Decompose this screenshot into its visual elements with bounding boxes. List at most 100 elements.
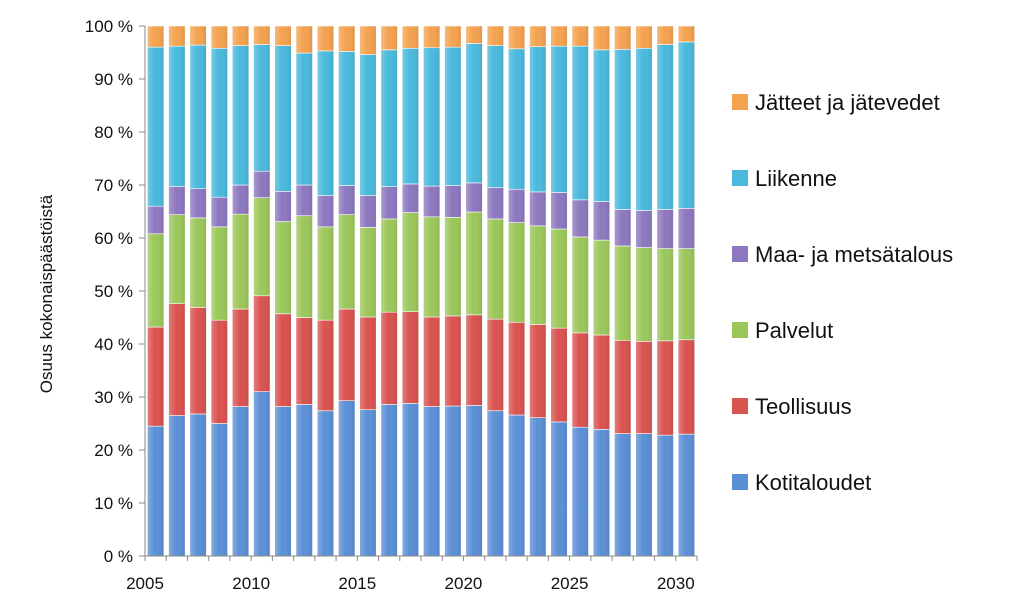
bar-teollisuus-2011 (274, 313, 292, 407)
bar-maa-ja-metsatalous-2006 (168, 186, 186, 215)
bar-palvelut-2025 (571, 236, 589, 334)
bar-palvelut-2015 (359, 227, 377, 318)
x-tick-label: 2010 (232, 574, 270, 593)
bar-kotitaloudet-2027 (614, 433, 632, 557)
y-tick-label: 20 % (94, 441, 133, 460)
bar-liikenne-2010 (253, 44, 271, 172)
bar-maa-ja-metsatalous-2014 (338, 185, 356, 215)
bar-kotitaloudet-2022 (507, 414, 526, 557)
bar-palvelut-2029 (656, 248, 674, 342)
bar-kotitaloudet-2012 (295, 404, 313, 557)
bar-kotitaloudet-2014 (338, 400, 356, 557)
bar-jatteet-ja-jatevedet-2009 (231, 25, 250, 46)
bar-palvelut-2012 (295, 215, 313, 318)
bar-palvelut-2020 (465, 211, 483, 316)
bar-kotitaloudet-2024 (550, 421, 568, 557)
bar-kotitaloudet-2007 (189, 413, 207, 557)
bar-jatteet-ja-jatevedet-2028 (635, 25, 653, 49)
bar-liikenne-2028 (635, 47, 653, 211)
bar-liikenne-2029 (656, 44, 674, 210)
bar-maa-ja-metsatalous-2024 (550, 192, 568, 230)
bar-teollisuus-2016 (380, 311, 398, 405)
bar-jatteet-ja-jatevedet-2020 (465, 25, 483, 44)
bar-maa-ja-metsatalous-2015 (359, 195, 377, 228)
bar-teollisuus-2019 (444, 315, 462, 407)
bar-liikenne-2023 (529, 46, 547, 193)
bar-palvelut-2011 (274, 221, 292, 315)
bar-jatteet-ja-jatevedet-2015 (359, 25, 377, 55)
bar-liikenne-2024 (550, 45, 568, 193)
bar-palvelut-2026 (592, 239, 611, 336)
bar-palvelut-2006 (168, 214, 186, 305)
bar-palvelut-2009 (231, 213, 250, 310)
bar-liikenne-2019 (444, 46, 462, 186)
bar-liikenne-2013 (316, 50, 335, 196)
bar-maa-ja-metsatalous-2008 (210, 196, 228, 228)
bar-jatteet-ja-jatevedet-2022 (507, 25, 526, 50)
bar-teollisuus-2015 (359, 316, 377, 411)
x-axis-ticks: 2005 2010 2015 2020 2025 2030 (126, 556, 698, 593)
y-tick-label: 90 % (94, 70, 133, 89)
legend: Jätteet ja jätevedet Liikenne Maa- ja mets… (732, 90, 953, 495)
bar-kotitaloudet-2016 (380, 404, 398, 557)
legend-label-teollisuus: Teollisuus (755, 394, 852, 419)
bar-maa-ja-metsatalous-2027 (614, 209, 632, 247)
bar-teollisuus-2030 (677, 339, 695, 435)
bar-teollisuus-2018 (423, 316, 441, 407)
bar-kotitaloudet-2021 (486, 410, 504, 557)
bar-teollisuus-2024 (550, 327, 568, 423)
legend-label-palvelut: Palvelut (755, 318, 833, 343)
bar-teollisuus-2028 (635, 341, 653, 434)
bar-maa-ja-metsatalous-2025 (571, 199, 589, 238)
x-tick-label: 2020 (445, 574, 483, 593)
bar-maa-ja-metsatalous-2018 (423, 185, 441, 218)
y-tick-label: 70 % (94, 176, 133, 195)
bar-kotitaloudet-2029 (656, 434, 674, 557)
bar-liikenne-2005 (147, 46, 165, 207)
bar-kotitaloudet-2030 (677, 433, 695, 557)
legend-swatch-jatteet-ja-jatevedet (732, 94, 748, 110)
bar-jatteet-ja-jatevedet-2010 (253, 25, 271, 45)
y-tick-label: 30 % (94, 388, 133, 407)
legend-swatch-kotitaloudet (732, 474, 748, 490)
bar-jatteet-ja-jatevedet-2018 (423, 25, 441, 49)
bar-jatteet-ja-jatevedet-2011 (274, 25, 292, 46)
plot-area (147, 25, 695, 557)
bar-teollisuus-2008 (210, 319, 228, 424)
bar-palvelut-2007 (189, 217, 207, 308)
bar-teollisuus-2020 (465, 314, 483, 406)
bar-jatteet-ja-jatevedet-2026 (592, 25, 611, 51)
bar-jatteet-ja-jatevedet-2013 (316, 25, 335, 52)
bar-kotitaloudet-2017 (401, 403, 419, 557)
bar-kotitaloudet-2028 (635, 433, 653, 557)
bar-kotitaloudet-2023 (529, 417, 547, 557)
bar-teollisuus-2023 (529, 324, 547, 418)
y-tick-label: 80 % (94, 123, 133, 142)
y-tick-label: 0 % (104, 547, 133, 566)
bar-palvelut-2023 (529, 225, 547, 325)
bar-kotitaloudet-2026 (592, 429, 611, 557)
bar-palvelut-2008 (210, 226, 228, 321)
bar-palvelut-2019 (444, 217, 462, 317)
bar-liikenne-2014 (338, 51, 356, 186)
bar-palvelut-2010 (253, 197, 271, 297)
legend-swatch-palvelut (732, 322, 748, 338)
bar-liikenne-2016 (380, 49, 398, 187)
bar-palvelut-2016 (380, 218, 398, 313)
bar-jatteet-ja-jatevedet-2007 (189, 25, 207, 46)
bar-teollisuus-2025 (571, 332, 589, 428)
bar-liikenne-2007 (189, 44, 207, 190)
bar-teollisuus-2006 (168, 303, 186, 416)
bar-kotitaloudet-2006 (168, 415, 186, 557)
bar-liikenne-2021 (486, 45, 504, 188)
bar-teollisuus-2026 (592, 334, 611, 430)
bar-maa-ja-metsatalous-2020 (465, 182, 483, 213)
bar-liikenne-2009 (231, 45, 250, 186)
bar-maa-ja-metsatalous-2009 (231, 184, 250, 215)
x-tick-label: 2030 (657, 574, 695, 593)
bar-teollisuus-2022 (507, 321, 526, 416)
bar-palvelut-2017 (401, 212, 419, 312)
bar-kotitaloudet-2009 (231, 406, 250, 557)
bar-teollisuus-2014 (338, 308, 356, 402)
